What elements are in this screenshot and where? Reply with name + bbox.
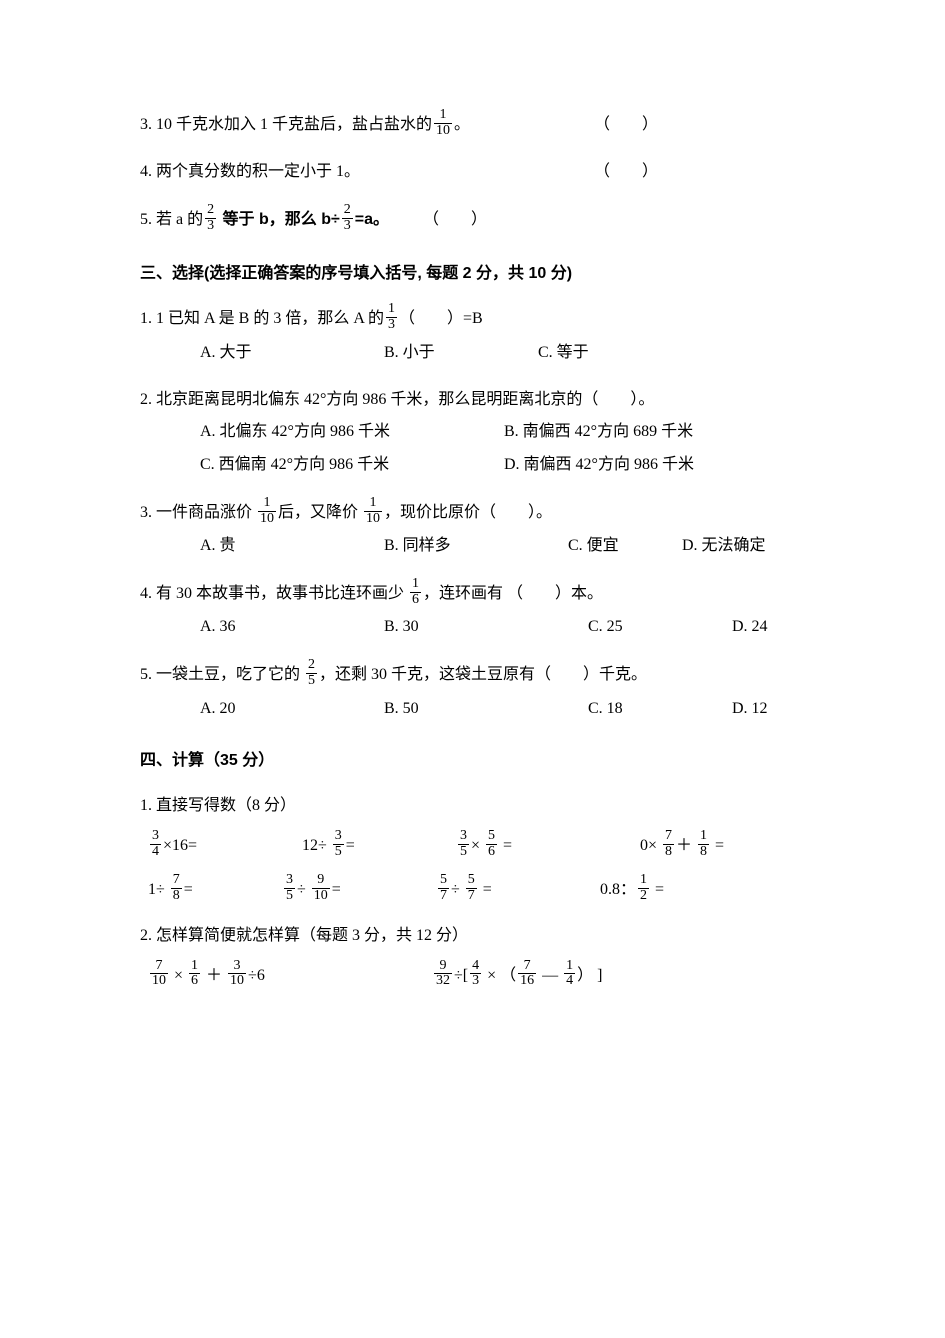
opt-b[interactable]: B. 小于 xyxy=(384,339,534,368)
frac-3-5: 35 xyxy=(333,829,344,859)
frac-1-2: 12 xyxy=(638,873,649,903)
opt-d[interactable]: D. 24 xyxy=(732,613,768,642)
frac-7-8b: 78 xyxy=(171,873,182,903)
iv-sub1: 1. 直接写得数（8 分） 34×16= 12÷ 35= 35× 56 = 0×… xyxy=(140,792,805,906)
iv-sub2-title: 2. 怎样算简便就怎样算（每题 3 分，共 12 分） xyxy=(140,922,805,951)
opt-c[interactable]: C. 便宜 xyxy=(568,532,678,561)
frac-7-16: 716 xyxy=(518,959,536,989)
frac-2-3-b: 23 xyxy=(342,203,353,233)
frac-4-3: 43 xyxy=(470,959,481,989)
q-iii-5-stem-a: 5. 一袋土豆，吃了它的 xyxy=(140,666,304,683)
q-iii-3-stem-c: ，现价比原价（ ）。 xyxy=(384,504,552,521)
q-ii-3: 3. 10 千克水加入 1 千克盐后，盐占盐水的110。 （ ） xyxy=(140,110,805,140)
frac-1-6b: 16 xyxy=(189,959,200,989)
calc-sub2-left: 710 × 16 ＋ 310÷6 xyxy=(148,961,428,991)
opt-b[interactable]: B. 南偏西 42°方向 689 千米 xyxy=(504,418,693,447)
frac-1-8: 18 xyxy=(698,829,709,859)
opt-a[interactable]: A. 36 xyxy=(200,613,380,642)
q-iii-2-opts-2: C. 西偏南 42°方向 986 千米 D. 南偏西 42°方向 986 千米 xyxy=(140,451,805,480)
calc-2c: 57÷ 57 = xyxy=(436,875,596,905)
q-ii-5: 5. 若 a 的23 等于 b，那么 b÷23=a。 （ ） xyxy=(140,205,805,235)
calc-1b: 12÷ 35= xyxy=(302,831,452,861)
iv-sub1-title: 1. 直接写得数（8 分） xyxy=(140,792,805,821)
opt-c[interactable]: C. 25 xyxy=(588,613,728,642)
opt-a[interactable]: A. 贵 xyxy=(200,532,380,561)
opt-a[interactable]: A. 北偏东 42°方向 986 千米 xyxy=(200,418,500,447)
q-ii-4-text: 4. 两个真分数的积一定小于 1。 xyxy=(140,163,360,180)
q-ii-3-text-a: 3. 10 千克水加入 1 千克盐后，盐占盐水的 xyxy=(140,116,432,133)
q-iii-5-opts: A. 20 B. 50 C. 18 D. 12 xyxy=(140,695,805,724)
opt-c[interactable]: C. 18 xyxy=(588,695,728,724)
calc-1c: 35× 56 = xyxy=(456,831,636,861)
q-iii-2-opts-1: A. 北偏东 42°方向 986 千米 B. 南偏西 42°方向 689 千米 xyxy=(140,418,805,447)
opt-d[interactable]: D. 12 xyxy=(732,695,768,724)
frac-2-3-a: 23 xyxy=(205,203,216,233)
q-iii-1-stem-a: 1. 1 已知 A 是 B 的 3 倍，那么 A 的 xyxy=(140,310,384,327)
opt-c[interactable]: C. 西偏南 42°方向 986 千米 xyxy=(200,451,500,480)
opt-d[interactable]: D. 无法确定 xyxy=(682,532,766,561)
q-iii-2: 2. 北京距离昆明北偏东 42°方向 986 千米，那么昆明距离北京的（ ）。 … xyxy=(140,386,805,480)
frac-3-10: 310 xyxy=(228,959,246,989)
q-iii-4-stem-a: 4. 有 30 本故事书，故事书比连环画少 xyxy=(140,585,408,602)
frac-1-4: 14 xyxy=(564,959,575,989)
q-iii-3-opts: A. 贵 B. 同样多 C. 便宜 D. 无法确定 xyxy=(140,532,805,561)
frac-5-7b: 57 xyxy=(466,873,477,903)
frac-3-5c: 35 xyxy=(284,873,295,903)
frac-3-4: 34 xyxy=(150,829,161,859)
q-ii-4: 4. 两个真分数的积一定小于 1。 （ ） xyxy=(140,158,805,187)
q-ii-3-text-b: 。 xyxy=(454,116,470,133)
iv-sub2-row: 710 × 16 ＋ 310÷6 932÷[43 × （716 — 14） ] xyxy=(140,961,805,991)
opt-d[interactable]: D. 南偏西 42°方向 986 千米 xyxy=(504,451,694,480)
frac-3-5b: 35 xyxy=(458,829,469,859)
q-iii-5-stem-b: ，还剩 30 千克，这袋土豆原有（ ）千克。 xyxy=(319,666,647,683)
q-ii-5-paren[interactable]: （ ） xyxy=(423,206,487,235)
calc-2a: 1÷ 78= xyxy=(148,875,278,905)
q-ii-4-paren[interactable]: （ ） xyxy=(594,158,658,187)
frac-7-10: 710 xyxy=(150,959,168,989)
section-iii-title: 三、选择(选择正确答案的序号填入括号, 每题 2 分，共 10 分) xyxy=(140,260,805,289)
calc-2d: 0.8：12 = xyxy=(600,875,664,905)
frac-5-6: 56 xyxy=(486,829,497,859)
opt-b[interactable]: B. 30 xyxy=(384,613,584,642)
q-iii-1: 1. 1 已知 A 是 B 的 3 倍，那么 A 的13（ ）=B A. 大于 … xyxy=(140,304,805,367)
frac-9-32: 932 xyxy=(434,959,452,989)
q-iii-4-stem-b: ，连环画有 （ ）本。 xyxy=(423,585,603,602)
opt-c[interactable]: C. 等于 xyxy=(538,339,589,368)
calc-1a: 34×16= xyxy=(148,831,298,861)
q-iii-4-opts: A. 36 B. 30 C. 25 D. 24 xyxy=(140,613,805,642)
q-iii-1-stem-b: （ ）=B xyxy=(399,310,483,327)
opt-b[interactable]: B. 同样多 xyxy=(384,532,564,561)
frac-1-10-a: 110 xyxy=(258,496,276,526)
q-iii-1-opts: A. 大于 B. 小于 C. 等于 xyxy=(140,339,805,368)
q-iii-3: 3. 一件商品涨价 110后，又降价 110，现价比原价（ ）。 A. 贵 B.… xyxy=(140,498,805,561)
section-iv-title: 四、计算（35 分） xyxy=(140,747,805,776)
frac-1-10: 110 xyxy=(434,108,452,138)
q-iii-5: 5. 一袋土豆，吃了它的 25，还剩 30 千克，这袋土豆原有（ ）千克。 A.… xyxy=(140,660,805,723)
calc-1d: 0× 78＋ 18 = xyxy=(640,831,724,861)
exam-page: 3. 10 千克水加入 1 千克盐后，盐占盐水的110。 （ ） 4. 两个真分… xyxy=(0,0,945,1045)
frac-1-6: 16 xyxy=(410,577,421,607)
q-ii-3-paren[interactable]: （ ） xyxy=(594,111,658,140)
q-iii-3-stem-a: 3. 一件商品涨价 xyxy=(140,504,256,521)
frac-1-10-b: 110 xyxy=(364,496,382,526)
frac-9-10: 910 xyxy=(312,873,330,903)
q-ii-5-text-b: =a。 xyxy=(355,211,389,228)
iv-sub1-row1: 34×16= 12÷ 35= 35× 56 = 0× 78＋ 18 = xyxy=(140,831,805,861)
opt-a[interactable]: A. 大于 xyxy=(200,339,380,368)
frac-7-8: 78 xyxy=(663,829,674,859)
q-ii-5-mid: 等于 b，那么 b÷ xyxy=(218,211,340,228)
q-iii-2-stem: 2. 北京距离昆明北偏东 42°方向 986 千米，那么昆明距离北京的（ ）。 xyxy=(140,391,654,408)
frac-5-7a: 57 xyxy=(438,873,449,903)
calc-2b: 35÷ 910= xyxy=(282,875,432,905)
opt-b[interactable]: B. 50 xyxy=(384,695,584,724)
q-ii-5-text-a: 5. 若 a 的 xyxy=(140,211,203,228)
opt-a[interactable]: A. 20 xyxy=(200,695,380,724)
iv-sub2: 2. 怎样算简便就怎样算（每题 3 分，共 12 分） 710 × 16 ＋ 3… xyxy=(140,922,805,991)
iv-sub1-row2: 1÷ 78= 35÷ 910= 57÷ 57 = 0.8：12 = xyxy=(140,875,805,905)
q-iii-3-stem-b: 后，又降价 xyxy=(278,504,362,521)
calc-sub2-right: 932÷[43 × （716 — 14） ] xyxy=(432,961,602,991)
frac-2-5: 25 xyxy=(306,658,317,688)
frac-1-3: 13 xyxy=(386,302,397,332)
q-iii-4: 4. 有 30 本故事书，故事书比连环画少 16，连环画有 （ ）本。 A. 3… xyxy=(140,579,805,642)
